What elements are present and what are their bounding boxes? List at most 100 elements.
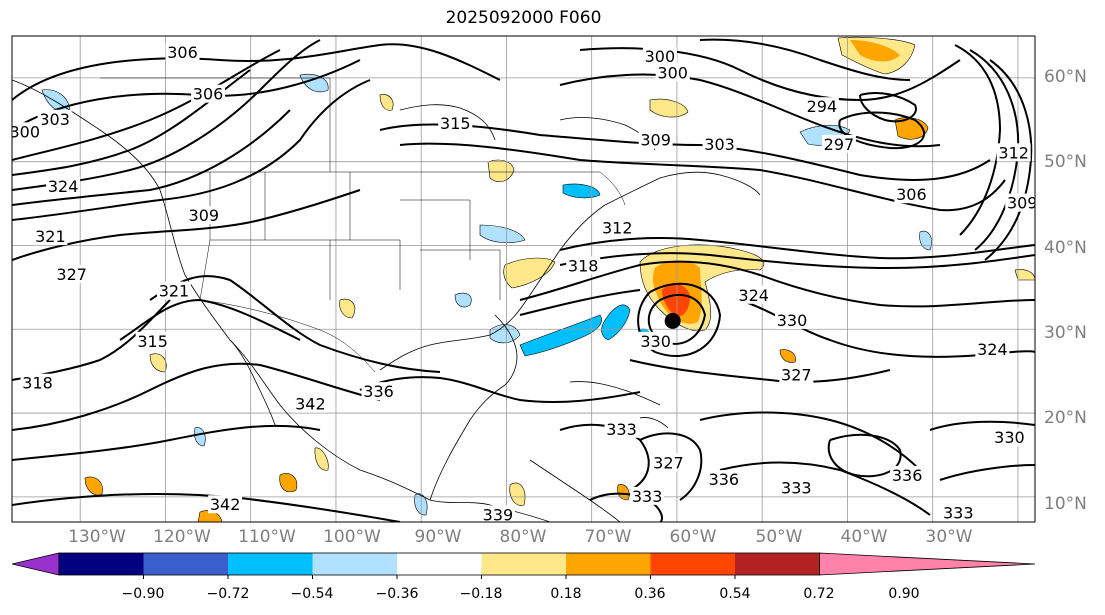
colorbar-tick-label: 0.36 [634,586,666,602]
contour-label: 300 [10,122,41,141]
contour-label: 321 [35,227,66,246]
contour-label: 342 [210,495,241,514]
contour-label-background [186,206,221,225]
contour-label-background [165,42,200,61]
lat-label-10n: 10°N [1044,494,1087,514]
contour-label: 327 [781,365,812,384]
contour-label-background [941,503,976,522]
contour-label-background [33,227,68,246]
colorbar-tick-label: −0.72 [206,586,250,602]
contour-label: 321 [159,282,190,301]
contour-label: 297 [824,135,855,154]
contour-label-background [736,285,771,304]
contour-label: 333 [781,478,812,497]
colorbar-tick-label: 0.54 [719,586,751,602]
contour-label: 306 [167,43,198,62]
contour-label-background [20,373,55,392]
contour-label-background [642,46,677,65]
contour-label-background [638,331,673,350]
lat-label-40n: 40°N [1044,238,1087,258]
contour-label: 309 [640,131,671,150]
contour-label: 333 [606,420,637,439]
contour-label-background [890,465,925,484]
geopotential-contours [12,38,1035,522]
contour-label: 309 [189,206,220,225]
colorbar-tick-label: 0.18 [550,586,582,602]
contour-label-background [54,264,89,283]
contour-label: 327 [653,453,684,472]
contour-label: 330 [994,428,1025,447]
contour-label-background [804,97,839,116]
contour-label-background [1005,193,1035,212]
lon-label-70w: 70°W [584,527,632,547]
contour-label-background [156,281,191,300]
colorbar-tick-label: −0.36 [375,586,419,602]
political-borders [100,77,626,373]
colorbar-tick-label: 0.72 [803,586,835,602]
lon-label-50w: 50°W [755,527,803,547]
lon-label-40w: 40°W [840,527,888,547]
contour-label-background [779,478,814,497]
contour-label: 312 [998,143,1029,162]
contour-label: 330 [777,311,808,330]
contour-label-background [191,84,226,103]
contour-label: 342 [295,395,326,414]
contour-label-background [135,331,170,350]
contour-label-background [992,428,1027,447]
contour-label-background [779,365,814,384]
contour-label-background [293,394,328,413]
contour-label-background [655,63,690,82]
contour-label: 333 [632,487,663,506]
lon-label-90w: 90°W [414,527,462,547]
contour-label: 336 [709,470,740,489]
contour-label-background [600,218,635,237]
contour-label: 339 [483,505,514,524]
contour-label-background [638,130,673,149]
contour-label: 294 [807,97,838,116]
contour-label: 315 [137,332,168,351]
colorbar-tick-label: 0.90 [888,586,920,602]
contour-label: 312 [602,219,633,238]
contour-label: 303 [39,110,70,129]
contour-label: 336 [892,466,923,485]
contour-label-background [604,419,639,438]
contour-label: 318 [22,374,53,393]
contour-label-background [975,340,1010,359]
lat-label-30n: 30°N [1044,323,1087,343]
lon-label-60w: 60°W [669,527,717,547]
contour-label: 300 [645,47,676,66]
lon-label-100w: 100°W [323,527,381,547]
contour-label: 333 [943,504,974,523]
lat-label-50n: 50°N [1044,152,1087,172]
contour-label: 309 [1007,194,1038,213]
colorbar-tick-label: −0.18 [459,586,503,602]
contour-label-background [37,109,72,128]
lon-label-80w: 80°W [499,527,547,547]
contour-label-background [706,470,741,489]
contour-label: 324 [48,177,79,196]
lon-label-30w: 30°W [925,527,973,547]
map-title: 2025092000 F060 [445,8,602,28]
contour-label-background [12,122,42,141]
contour-label-background [630,486,665,505]
contour-label-background [821,134,856,153]
contour-label-background [996,143,1031,162]
colorbar-tick-label: −0.90 [121,586,165,602]
lon-label-110w: 110°W [238,527,296,547]
contour-label: 324 [738,286,769,305]
contour-label-background [775,310,810,329]
contour-label: 318 [568,256,599,275]
contour-label: 327 [56,265,87,284]
storm-center-marker [664,312,681,329]
contour-label: 303 [704,135,735,154]
map-frame [11,35,1036,523]
contour-label-background [480,505,515,522]
lat-label-20n: 20°N [1044,408,1087,428]
contour-label-background [208,495,243,514]
colorbar-tick-label: −0.54 [290,586,334,602]
contour-label-background [702,134,737,153]
contour-label: 336 [363,382,394,401]
shaded-anomaly-regions [41,36,1035,522]
